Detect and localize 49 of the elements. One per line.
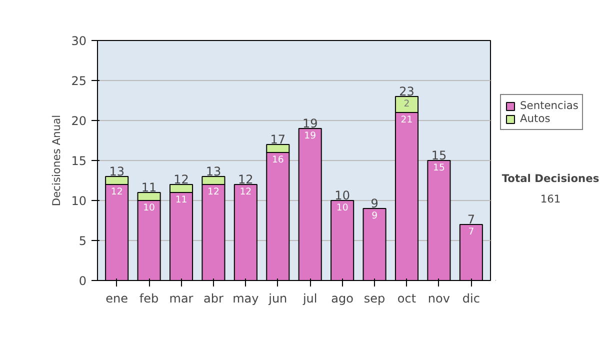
- y-tick-label: 5: [78, 234, 87, 248]
- total-label: 19: [302, 116, 318, 130]
- y-tick-label: 15: [71, 154, 87, 168]
- total-label: 11: [141, 180, 157, 194]
- data-label: 12: [208, 186, 220, 198]
- data-label: 11: [175, 194, 188, 206]
- text: Total Decisiones: [502, 172, 600, 185]
- data-label: 16: [272, 154, 284, 166]
- total-label: 13: [206, 164, 222, 178]
- total-label: 15: [431, 148, 447, 162]
- total-label: 23: [399, 84, 414, 98]
- x-tick-label: ago: [331, 292, 354, 306]
- y-tick-label: 30: [71, 34, 87, 48]
- total-label: 13: [109, 164, 124, 178]
- text: 161: [540, 192, 561, 206]
- data-label: 9: [372, 210, 378, 222]
- total-label: 10: [334, 188, 350, 202]
- y-tick-label: 10: [71, 194, 87, 208]
- total-label: 17: [270, 132, 286, 146]
- total-label: 9: [370, 196, 378, 210]
- x-tick-label: nov: [428, 292, 450, 306]
- data-label: 15: [433, 162, 445, 174]
- legend-label: Sentencias: [520, 99, 578, 112]
- data-label: 2: [404, 98, 410, 110]
- total-label: 7: [467, 212, 475, 226]
- data-label: 10: [336, 202, 348, 214]
- y-tick-label: 20: [71, 114, 87, 128]
- y-tick-label: 25: [71, 74, 87, 88]
- legend-label: Autos: [520, 112, 550, 125]
- data-label: 12: [240, 186, 252, 198]
- data-label: 21: [400, 114, 413, 126]
- x-tick-label: oct: [397, 292, 416, 306]
- x-tick-label: mar: [169, 292, 194, 306]
- x-tick-label: sep: [364, 292, 386, 306]
- total-label: 12: [238, 172, 254, 186]
- y-axis-title: Decisiones Anual: [50, 114, 64, 206]
- x-tick-label: may: [232, 292, 259, 306]
- x-tick-label: feb: [139, 292, 159, 306]
- x-tick-label: dic: [462, 292, 480, 306]
- x-tick-label: abr: [204, 292, 224, 306]
- data-label: 10: [143, 202, 156, 214]
- x-tick-label: ene: [106, 292, 128, 306]
- x-tick-label: jun: [268, 292, 288, 306]
- total-label: 12: [174, 172, 189, 186]
- data-label: 19: [304, 130, 316, 142]
- x-tick-label: jul: [302, 292, 318, 306]
- data-label: 7: [468, 226, 474, 238]
- y-tick-label: 0: [78, 274, 87, 288]
- data-label: 12: [110, 186, 123, 198]
